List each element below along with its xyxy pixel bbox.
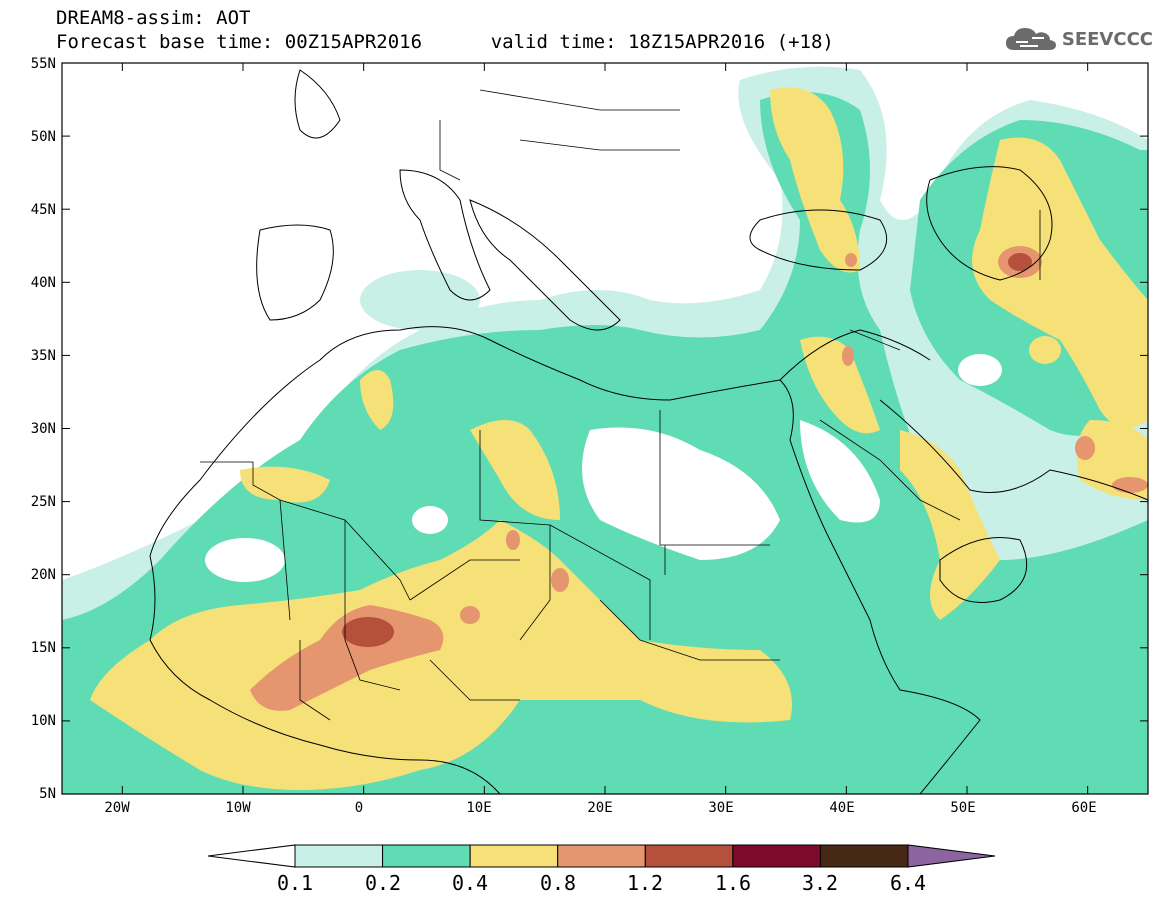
colorbar-label: 3.2 [802,871,838,895]
lat-label: 10N [31,713,56,729]
aot-field [62,63,1148,794]
colorbar-label: 0.1 [277,871,313,895]
lat-label: 5N [39,786,56,802]
colorbar-label: 0.2 [365,871,401,895]
lat-label: 45N [31,202,56,218]
title-times: Forecast base time: 00Z15APR2016 valid t… [56,30,834,54]
lat-label: 40N [31,275,56,291]
lon-label: 10E [466,800,491,816]
axis-ticks [62,62,1148,795]
cloud-icon [1005,28,1056,50]
lat-label: 30N [31,421,56,437]
map-title: DREAM8-assim: AOT Forecast base time: 00… [56,6,834,54]
colorbar-box [644,844,734,868]
longitude-labels: 20W 10W 0 10E 20E 30E 40E 50E 60E [104,800,1096,816]
latitude-labels: 55N 50N 45N 40N 35N 30N 25N 20N 15N 10N … [31,56,56,802]
lon-label: 60E [1071,800,1096,816]
colorbar-label: 1.2 [627,871,663,895]
lon-label: 10W [225,800,251,816]
aot-band-0-8 [250,246,1148,711]
colorbar-label: 0.4 [452,871,488,895]
title-model: DREAM8-assim: AOT [56,7,251,29]
aot-band-1-2 [342,253,1032,647]
lat-label: 50N [31,129,56,145]
colorbar: 0.1 0.2 0.4 0.8 1.2 1.6 3.2 6.4 [207,844,996,895]
aot-holes [205,354,1002,582]
country-borders [200,89,1041,721]
lon-label: 0 [355,800,363,816]
lat-label: 15N [31,640,56,656]
lat-label: 25N [31,494,56,510]
logo-text: SEEVCCC [1061,28,1153,50]
seevccc-logo: SEEVCCC [1004,24,1153,54]
colorbar-box [469,844,559,868]
lon-label: 40E [829,800,854,816]
lat-label: 55N [31,56,56,72]
colorbar-over-arrow [907,844,996,868]
lat-label: 20N [31,567,56,583]
colorbar-under-arrow [207,844,296,868]
lon-label: 20E [587,800,612,816]
colorbar-label: 6.4 [890,871,926,895]
lon-label: 50E [950,800,975,816]
base-time: Forecast base time: 00Z15APR2016 [56,31,423,53]
colorbar-box [819,844,909,868]
coastlines [149,69,1148,794]
valid-time: valid time: 18Z15APR2016 (+18) [490,31,834,53]
colorbar-label: 0.8 [540,871,576,895]
colorbar-box [294,844,384,868]
colorbar-box [382,844,471,868]
colorbar-box [732,844,821,868]
lon-label: 20W [104,800,130,816]
colorbar-box [557,844,646,868]
lat-label: 35N [31,348,56,364]
lon-label: 30E [708,800,733,816]
colorbar-label: 1.6 [715,871,751,895]
